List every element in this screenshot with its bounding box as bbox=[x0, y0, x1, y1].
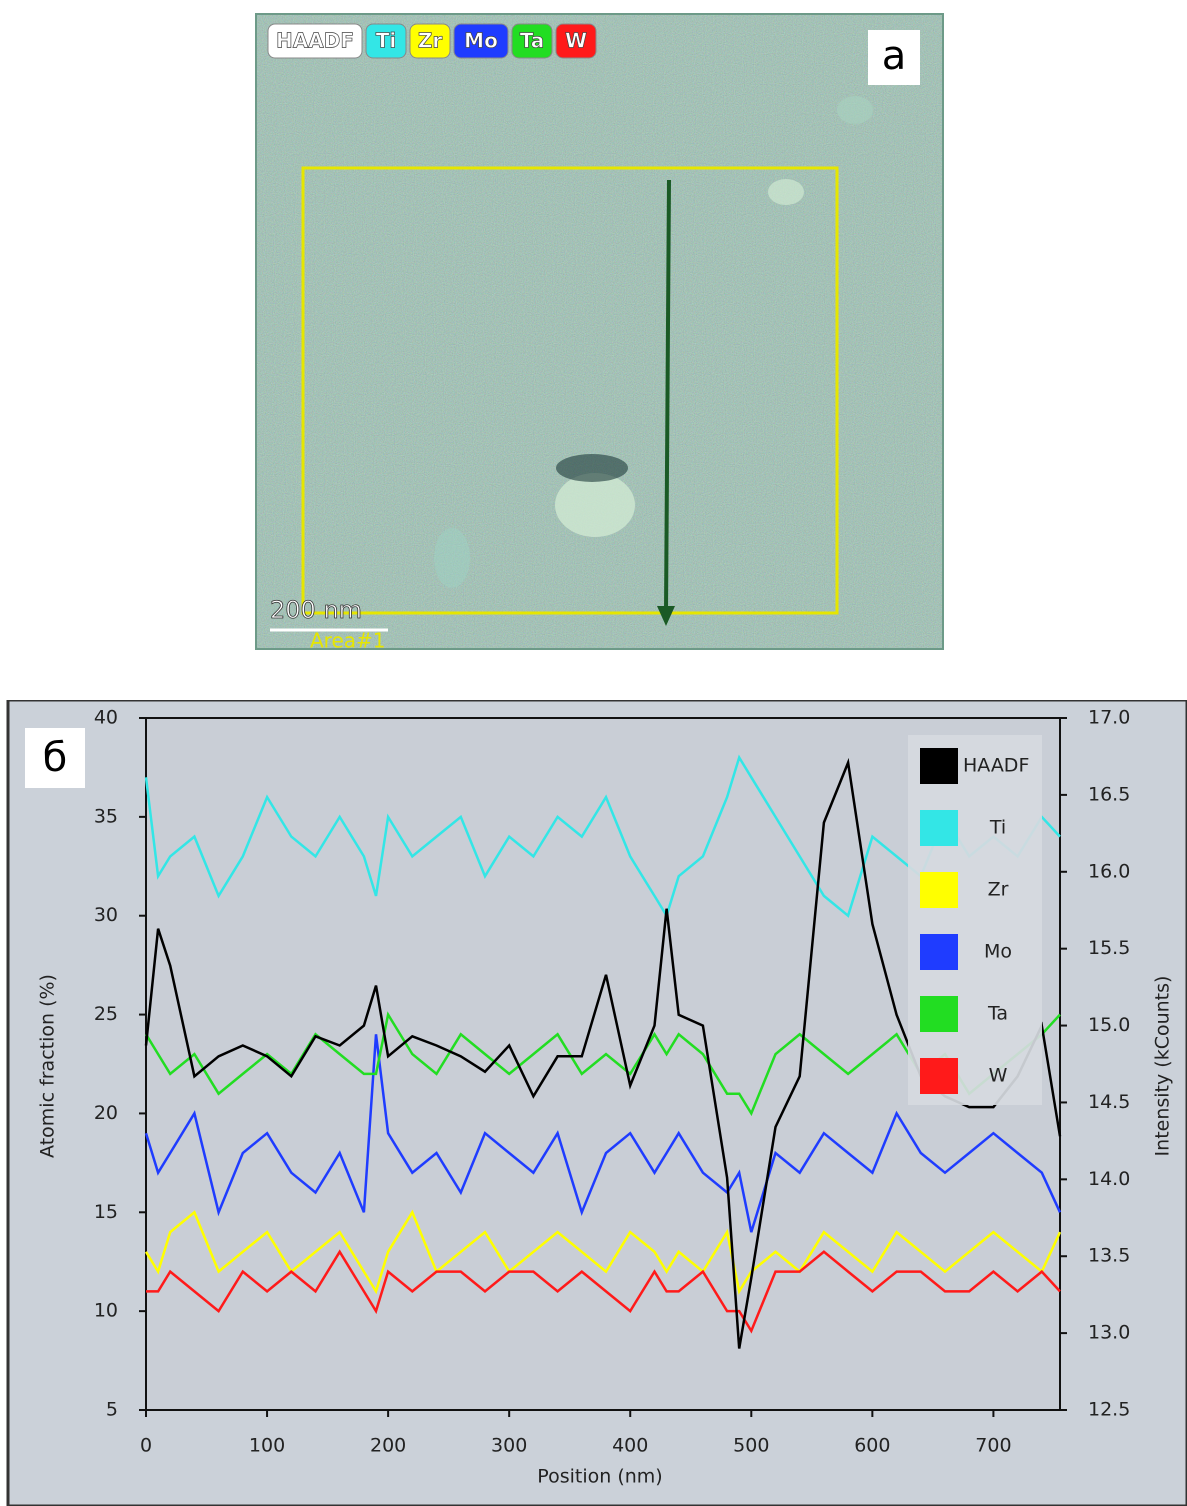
particle bbox=[768, 179, 804, 205]
y2-tick-label: 15.0 bbox=[1088, 1014, 1130, 1036]
particle bbox=[555, 473, 635, 537]
legend-chip bbox=[365, 23, 407, 59]
legend-chip-label: Mo bbox=[464, 29, 498, 53]
y-axis-title: Atomic fraction (%) bbox=[37, 974, 59, 1158]
x-tick-label: 200 bbox=[370, 1435, 406, 1457]
legend-chip bbox=[267, 23, 363, 59]
legend-chip-label: W bbox=[565, 29, 587, 53]
y2-tick-label: 16.0 bbox=[1088, 860, 1130, 882]
legend-label: Ti bbox=[989, 817, 1006, 839]
legend-label: Zr bbox=[988, 879, 1009, 901]
legend-swatch bbox=[920, 748, 958, 784]
y2-axis-title: Intensity (kCounts) bbox=[1152, 976, 1174, 1157]
legend-label: W bbox=[989, 1065, 1008, 1087]
arrow-head bbox=[657, 606, 675, 626]
panel-label: б bbox=[43, 735, 68, 781]
legend-chip bbox=[511, 23, 553, 59]
y2-tick-label: 12.5 bbox=[1088, 1399, 1130, 1421]
panel-label: а bbox=[882, 33, 907, 79]
legend-chip bbox=[555, 23, 597, 59]
region-label: Area#1 bbox=[310, 629, 386, 653]
legend-swatch bbox=[920, 810, 958, 846]
particle bbox=[837, 96, 873, 124]
x-tick-label: 500 bbox=[733, 1435, 769, 1457]
legend-swatch bbox=[920, 934, 958, 970]
micrograph-panel: HAADF Ti Zr Mo Ta W а 200 nm Area#1 bbox=[255, 13, 944, 653]
legend-label: Ta bbox=[987, 1003, 1008, 1025]
y-tick-label: 15 bbox=[94, 1201, 118, 1223]
panel-label-box bbox=[868, 30, 920, 85]
plot-area bbox=[145, 717, 1061, 1411]
y2-tick-label: 13.5 bbox=[1088, 1245, 1130, 1267]
x-axis-title: Position (nm) bbox=[537, 1466, 662, 1488]
y2-tick-label: 13.0 bbox=[1088, 1322, 1130, 1344]
y2-tick-label: 16.5 bbox=[1088, 783, 1130, 805]
legend-label: HAADF bbox=[963, 755, 1029, 777]
particle-shadow bbox=[556, 454, 628, 482]
y-tick-label: 5 bbox=[106, 1399, 118, 1421]
y2-tick-label: 17.0 bbox=[1088, 707, 1130, 729]
y-tick-label: 20 bbox=[94, 1102, 118, 1124]
micrograph-texture bbox=[257, 15, 942, 648]
scan-arrow bbox=[664, 179, 671, 613]
y-tick-label: 25 bbox=[94, 1003, 118, 1025]
region-box bbox=[301, 166, 839, 615]
series-line bbox=[144, 757, 1062, 1349]
legend-chip-label: HAADF bbox=[276, 29, 354, 53]
series-line bbox=[146, 1249, 1061, 1334]
scale-bar-label: 200 nm bbox=[270, 596, 362, 624]
x-tick-label: 600 bbox=[854, 1435, 890, 1457]
chart: б Position (nm) Atomic fraction (%) Inte… bbox=[6, 700, 1187, 1506]
y-tick-label: 35 bbox=[94, 805, 118, 827]
y-tick-label: 10 bbox=[94, 1300, 118, 1322]
legend-label: Mo bbox=[984, 941, 1012, 963]
legend-chip-label: Ti bbox=[376, 29, 397, 53]
y2-tick-label: 14.0 bbox=[1088, 1168, 1130, 1190]
series-line bbox=[144, 754, 1061, 919]
y-tick-label: 30 bbox=[94, 904, 118, 926]
legend-swatch bbox=[920, 1058, 958, 1094]
legend-chip bbox=[409, 23, 451, 59]
legend-swatch bbox=[920, 996, 958, 1032]
legend-chip bbox=[453, 23, 509, 59]
legend-chip-label: Ta bbox=[520, 29, 545, 53]
x-tick-label: 300 bbox=[491, 1435, 527, 1457]
x-tick-label: 400 bbox=[612, 1435, 648, 1457]
x-tick-label: 0 bbox=[140, 1435, 152, 1457]
legend-swatch bbox=[920, 872, 958, 908]
panel-label-box bbox=[25, 728, 85, 788]
particle bbox=[434, 528, 470, 588]
x-tick-label: 700 bbox=[975, 1435, 1011, 1457]
x-tick-label: 100 bbox=[249, 1435, 285, 1457]
y2-tick-label: 15.5 bbox=[1088, 937, 1130, 959]
legend-chip-label: Zr bbox=[418, 29, 443, 53]
y2-tick-label: 14.5 bbox=[1088, 1091, 1130, 1113]
y-tick-label: 40 bbox=[94, 707, 118, 729]
legend bbox=[908, 735, 1042, 1105]
series-line bbox=[144, 1034, 1062, 1233]
